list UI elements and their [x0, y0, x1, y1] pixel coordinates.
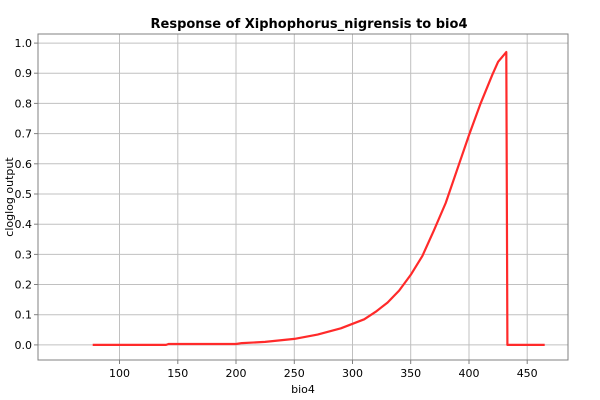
plot-frame: [37, 33, 569, 361]
x-tick-label: 350: [400, 367, 421, 380]
x-axis-label: bio4: [291, 383, 315, 396]
grid: [38, 34, 568, 360]
x-tick-label: 450: [517, 367, 538, 380]
y-tick-label: 0.5: [15, 188, 33, 201]
y-tick-label: 1.0: [15, 37, 33, 50]
y-tick-label: 0.0: [15, 339, 33, 352]
series-layer: [92, 50, 545, 346]
x-tick-label: 150: [167, 367, 188, 380]
y-tick-label: 0.6: [15, 158, 33, 171]
y-tick-label: 0.4: [15, 218, 33, 231]
y-tick-label: 0.1: [15, 309, 33, 322]
x-tick-label: 100: [109, 367, 130, 380]
y-tick-label: 0.2: [15, 279, 33, 292]
ticks: 100 150 200 250 300 350 400 450 0.0 0.1 0.2 0.3 0.4 0…: [15, 37, 538, 380]
y-tick-label: 0.3: [15, 248, 33, 261]
x-tick-label: 250: [284, 367, 305, 380]
response-curve: [92, 50, 545, 346]
y-axis-label: cloglog output: [3, 157, 16, 237]
x-tick-label: 300: [342, 367, 363, 380]
x-tick-label: 400: [459, 367, 480, 380]
y-tick-label: 0.9: [15, 67, 33, 80]
y-tick-label: 0.8: [15, 97, 33, 110]
chart-title: Response of Xiphophorus_nigrensis to bio…: [151, 17, 468, 32]
x-tick-label: 200: [226, 367, 247, 380]
y-tick-label: 0.7: [15, 128, 33, 141]
